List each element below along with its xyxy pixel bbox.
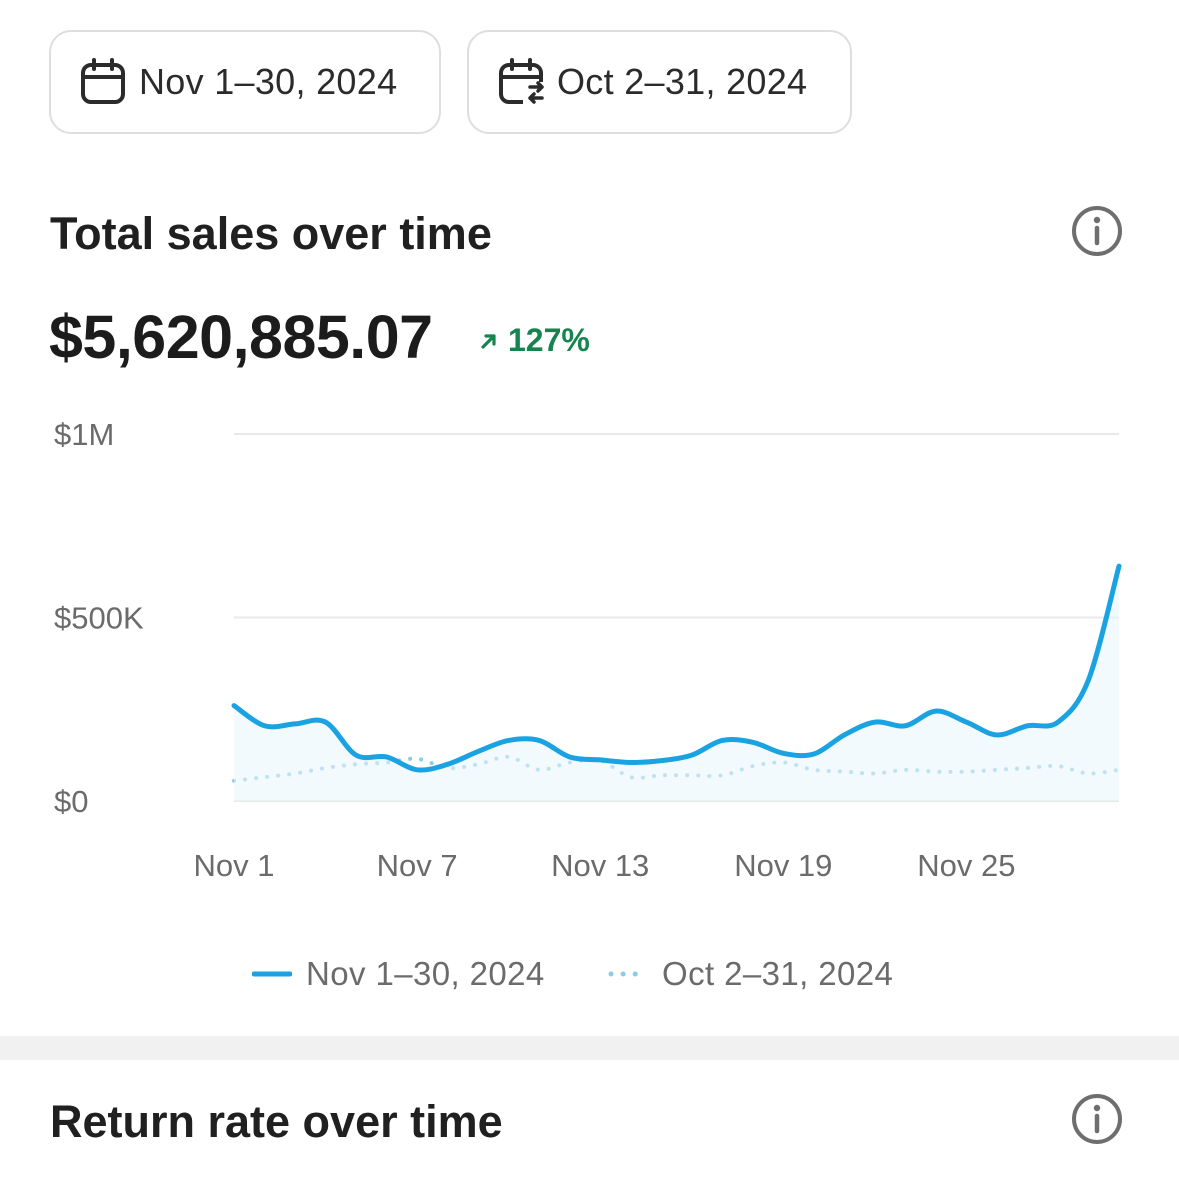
sales-change-badge: 127% bbox=[478, 322, 590, 359]
x-tick-label: Nov 13 bbox=[551, 848, 649, 883]
chart-series bbox=[231, 563, 1122, 801]
info-icon[interactable] bbox=[1070, 1092, 1124, 1146]
x-axis: Nov 1 Nov 7 Nov 13 Nov 19 Nov 25 bbox=[194, 848, 1016, 883]
legend-dotted-line-swatch bbox=[608, 971, 648, 977]
info-icon[interactable] bbox=[1070, 204, 1124, 258]
legend-solid-line-swatch bbox=[252, 971, 292, 977]
y-axis: $1M $500K $0 bbox=[54, 417, 144, 819]
calendar-compare-icon bbox=[499, 58, 544, 104]
date-range-current-label: Nov 1–30, 2024 bbox=[139, 61, 398, 102]
x-tick-label: Nov 7 bbox=[377, 848, 458, 883]
sales-change-value: 127% bbox=[508, 322, 590, 358]
legend-item-current[interactable]: Nov 1–30, 2024 bbox=[252, 955, 545, 993]
total-sales-title: Total sales over time bbox=[50, 208, 492, 259]
date-range-compare-label: Oct 2–31, 2024 bbox=[557, 61, 808, 102]
total-sales-chart: $1M $500K $0 Nov 1 Nov 7 Nov 13 Nov 19 Nov 25 bbox=[54, 417, 1122, 883]
date-range-compare-button[interactable]: Oct 2–31, 2024 bbox=[467, 30, 852, 134]
y-tick-label: $500K bbox=[54, 601, 144, 636]
x-tick-label: Nov 19 bbox=[734, 848, 832, 883]
series-line-current bbox=[231, 563, 1122, 773]
legend-current-label: Nov 1–30, 2024 bbox=[306, 955, 545, 992]
x-tick-label: Nov 25 bbox=[917, 848, 1015, 883]
y-tick-label: $0 bbox=[54, 784, 88, 819]
section-divider bbox=[0, 1036, 1179, 1060]
y-tick-label: $1M bbox=[54, 417, 114, 452]
legend-compare-label: Oct 2–31, 2024 bbox=[662, 955, 894, 992]
arrow-up-right-icon bbox=[481, 333, 496, 349]
date-range-current-button[interactable]: Nov 1–30, 2024 bbox=[49, 30, 441, 134]
return-rate-title: Return rate over time bbox=[50, 1096, 503, 1147]
calendar-icon bbox=[81, 58, 125, 104]
x-tick-label: Nov 1 bbox=[194, 848, 275, 883]
total-sales-value: $5,620,885.07 bbox=[49, 303, 433, 371]
series-area-current bbox=[234, 566, 1119, 801]
legend-item-compare[interactable]: Oct 2–31, 2024 bbox=[608, 955, 893, 993]
